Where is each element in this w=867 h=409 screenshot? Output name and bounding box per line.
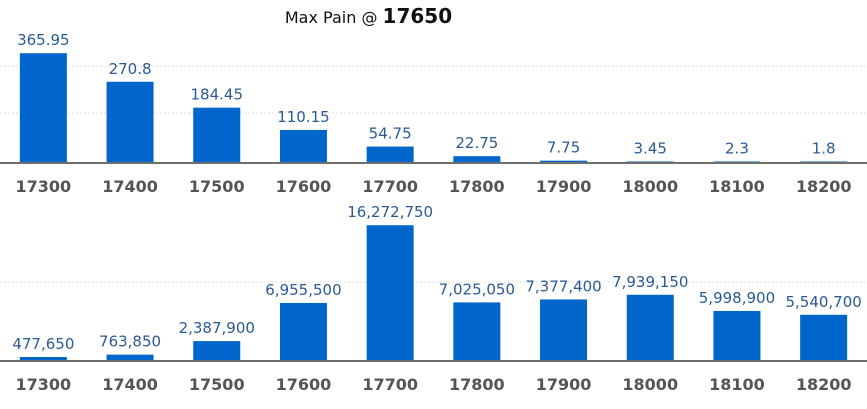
x-tick-label: 17800 [449, 375, 505, 394]
value-label: 7,025,050 [439, 280, 515, 298]
bar-17600[interactable] [279, 302, 327, 361]
bar-17400[interactable] [106, 81, 154, 163]
x-tick-label: 17300 [16, 177, 72, 196]
x-tick-label: 17900 [536, 375, 592, 394]
x-tick-label: 17700 [362, 375, 418, 394]
bar-18200[interactable] [800, 314, 848, 361]
bottom-bar-chart: 477,650 17300 763,850 17400 2,387,900 17500 6,… [0, 203, 867, 394]
value-label: 16,272,750 [347, 203, 433, 221]
value-label: 365.95 [17, 31, 70, 49]
value-label: 763,850 [99, 333, 161, 351]
bar-17900[interactable] [540, 299, 588, 361]
bar-17900[interactable] [540, 160, 588, 163]
value-label: 477,650 [12, 335, 74, 353]
x-tick-label: 17400 [102, 177, 158, 196]
value-label: 5,998,900 [699, 289, 775, 307]
value-label: 2,387,900 [179, 319, 255, 337]
value-label: 7.75 [547, 139, 580, 157]
top-bar-chart: 365.95 17300 270.8 17400 184.45 17500 110.15 17… [0, 31, 867, 196]
x-tick-label: 18000 [622, 375, 678, 394]
value-label: 7,377,400 [525, 277, 601, 295]
value-label: 22.75 [455, 134, 498, 152]
bar-18000[interactable] [626, 294, 674, 361]
x-tick-label: 17500 [189, 375, 245, 394]
x-tick-label: 17400 [102, 375, 158, 394]
x-tick-label: 18100 [709, 177, 765, 196]
x-tick-label: 17700 [362, 177, 418, 196]
bar-17500[interactable] [193, 341, 241, 361]
x-tick-label: 17600 [276, 375, 332, 394]
max-pain-value: 17650 [382, 4, 453, 28]
x-tick-label: 18100 [709, 375, 765, 394]
value-label: 1.8 [812, 140, 836, 158]
bar-17800[interactable] [453, 302, 501, 361]
bar-17600[interactable] [279, 129, 327, 163]
x-tick-label: 17900 [536, 177, 592, 196]
bar-17800[interactable] [453, 156, 501, 163]
bar-17700[interactable] [366, 146, 414, 163]
x-tick-label: 18000 [622, 177, 678, 196]
x-tick-label: 17300 [16, 375, 72, 394]
bar-18100[interactable] [713, 310, 761, 361]
value-label: 184.45 [191, 86, 244, 104]
bar-17300[interactable] [19, 53, 67, 164]
bar-17300[interactable] [19, 357, 67, 361]
title-prefix: Max Pain @ [284, 8, 383, 27]
x-tick-label: 18200 [796, 375, 852, 394]
value-label: 7,939,150 [612, 273, 688, 291]
value-label: 270.8 [109, 60, 152, 78]
value-label: 6,955,500 [265, 281, 341, 299]
value-label: 5,540,700 [785, 293, 861, 311]
value-label: 110.15 [277, 108, 330, 126]
x-tick-label: 17800 [449, 177, 505, 196]
bar-17500[interactable] [193, 107, 241, 163]
value-label: 54.75 [369, 125, 412, 143]
bar-17400[interactable] [106, 354, 154, 361]
x-tick-label: 18200 [796, 177, 852, 196]
value-label: 3.45 [634, 140, 667, 158]
x-tick-label: 17500 [189, 177, 245, 196]
bar-17700[interactable] [366, 225, 414, 361]
x-tick-label: 17600 [276, 177, 332, 196]
value-label: 2.3 [725, 140, 749, 158]
chart-title: Max Pain @ 17650 [0, 2, 737, 32]
